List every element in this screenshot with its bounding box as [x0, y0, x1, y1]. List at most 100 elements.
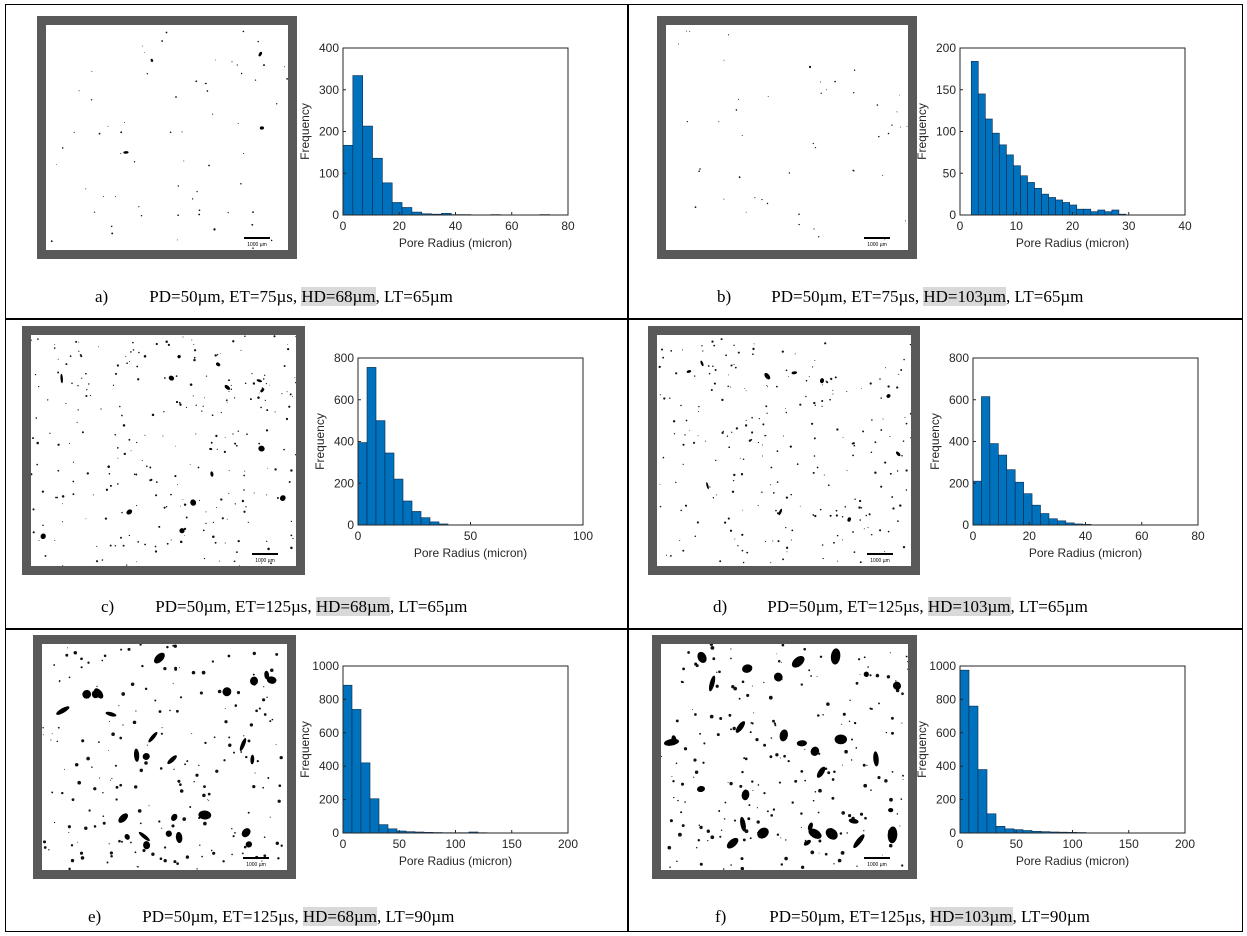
pore-speck	[276, 103, 278, 105]
pore-speck	[781, 644, 785, 647]
pore-speck	[88, 809, 91, 812]
pore-speck	[275, 652, 279, 656]
pore-speck	[879, 378, 881, 380]
pore-speck	[155, 481, 158, 483]
pore-speck	[900, 798, 903, 800]
histogram-bar	[1104, 211, 1113, 216]
pore-speck	[703, 742, 706, 745]
pore-speck	[243, 152, 245, 154]
pore-speck	[233, 751, 235, 754]
pore-speck	[870, 789, 872, 792]
pore-speck	[876, 673, 878, 675]
pore-speck	[733, 686, 738, 691]
pore-speck	[836, 428, 839, 431]
histogram-bar	[1004, 828, 1015, 834]
y-tick-label: 200	[936, 41, 956, 55]
histogram-bar	[1006, 154, 1014, 216]
pore-speck	[98, 132, 101, 135]
pore-speck	[763, 792, 766, 795]
pore-speck	[50, 240, 53, 243]
pore-speck	[766, 412, 768, 414]
histogram-bar	[1048, 197, 1056, 216]
pore-speck	[818, 788, 822, 793]
pore-speck	[269, 384, 271, 386]
histogram-bar	[369, 798, 380, 834]
pore-speck	[175, 445, 177, 447]
pore-speck	[679, 539, 681, 541]
pore-speck	[731, 431, 733, 433]
pore-speck	[902, 779, 904, 780]
pore-blob	[82, 689, 92, 699]
pore-speck	[832, 389, 834, 391]
pore-speck	[270, 668, 274, 673]
pore-speck	[783, 754, 786, 758]
pore-speck	[899, 504, 902, 507]
pore-speck	[257, 396, 260, 399]
pore-speck	[176, 239, 178, 241]
pore-speck	[227, 654, 231, 658]
pore-speck	[121, 511, 123, 514]
pore-speck	[754, 197, 756, 199]
pore-speck	[850, 738, 854, 741]
pore-speck	[283, 365, 286, 367]
pore-speck	[133, 473, 136, 475]
pore-speck	[111, 232, 114, 235]
pore-speck	[842, 712, 846, 716]
pore-speck	[77, 409, 79, 411]
y-tick-label: 1000	[929, 659, 956, 673]
pore-speck	[195, 773, 199, 777]
pore-speck	[42, 726, 44, 729]
pore-speck	[812, 142, 814, 145]
pore-speck	[177, 484, 178, 486]
pore-speck	[694, 206, 697, 208]
pore-speck	[798, 213, 800, 216]
pore-blob	[56, 706, 70, 715]
pore-speck	[191, 198, 194, 200]
pore-speck	[74, 763, 79, 767]
pore-speck	[767, 96, 769, 98]
caption-c-pd: PD=50µm,	[155, 597, 231, 616]
pore-speck	[185, 516, 188, 519]
pore-speck	[791, 801, 794, 804]
pore-speck	[746, 551, 749, 554]
pore-speck	[115, 798, 118, 801]
pore-speck	[78, 350, 80, 352]
pore-speck	[54, 344, 56, 346]
pore-speck	[859, 812, 864, 816]
pore-speck	[878, 135, 880, 138]
column-divider	[627, 4, 629, 932]
pore-speck	[842, 436, 844, 438]
histogram-bar	[391, 202, 403, 216]
pore-speck	[697, 838, 701, 842]
pore-speck	[266, 494, 268, 496]
pore-speck	[869, 674, 872, 677]
pore-speck	[243, 510, 246, 513]
pore-speck	[77, 385, 79, 387]
pore-speck	[258, 442, 261, 445]
pore-speck	[197, 466, 200, 469]
pore-speck	[702, 350, 704, 352]
pore-speck	[36, 463, 39, 466]
caption-f-lt: , LT=90µm	[1012, 907, 1090, 926]
pore-speck	[137, 809, 142, 813]
pore-speck	[901, 455, 903, 457]
pore-speck	[49, 432, 51, 434]
pore-speck	[789, 445, 792, 448]
pore-speck	[86, 388, 88, 391]
caption-d-label: d)	[713, 597, 728, 616]
pore-speck	[218, 560, 220, 562]
pore-speck	[128, 534, 131, 537]
pore-speck	[740, 473, 744, 476]
pore-speck	[130, 450, 132, 452]
pore-speck	[130, 682, 135, 686]
pore-speck	[860, 507, 863, 509]
pore-speck	[765, 405, 768, 408]
pore-speck	[675, 762, 678, 765]
pore-speck	[794, 353, 796, 355]
pore-speck	[81, 739, 85, 743]
pore-speck	[818, 752, 821, 755]
pore-speck	[719, 835, 722, 838]
histogram-bar	[977, 93, 986, 216]
histogram-bar	[402, 500, 413, 526]
pore-speck	[227, 212, 229, 214]
